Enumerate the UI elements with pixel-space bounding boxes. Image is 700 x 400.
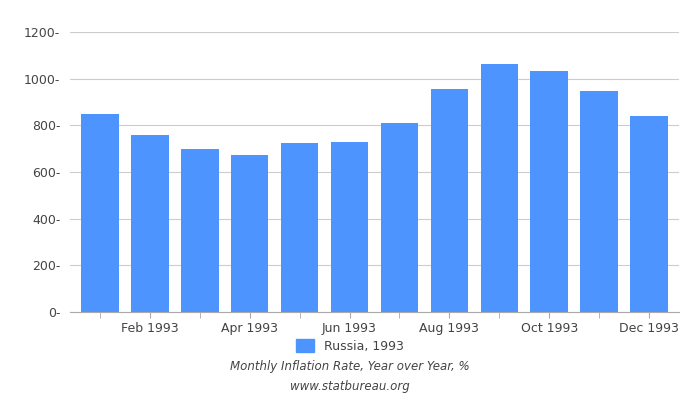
Bar (580, 91, 618, 312)
Text: Monthly Inflation Rate, Year over Year, %: Monthly Inflation Rate, Year over Year, … (230, 360, 470, 373)
Bar (231, 154, 268, 312)
Bar (331, 142, 368, 312)
Bar (531, 71, 568, 312)
Bar (181, 149, 218, 312)
Bar (281, 143, 318, 312)
Bar (81, 114, 119, 312)
Bar (131, 135, 169, 312)
Legend: Russia, 1993: Russia, 1993 (290, 334, 410, 358)
Bar (381, 122, 418, 312)
Bar (630, 116, 668, 312)
Bar (430, 89, 468, 312)
Bar (481, 64, 518, 312)
Text: www.statbureau.org: www.statbureau.org (290, 380, 410, 393)
